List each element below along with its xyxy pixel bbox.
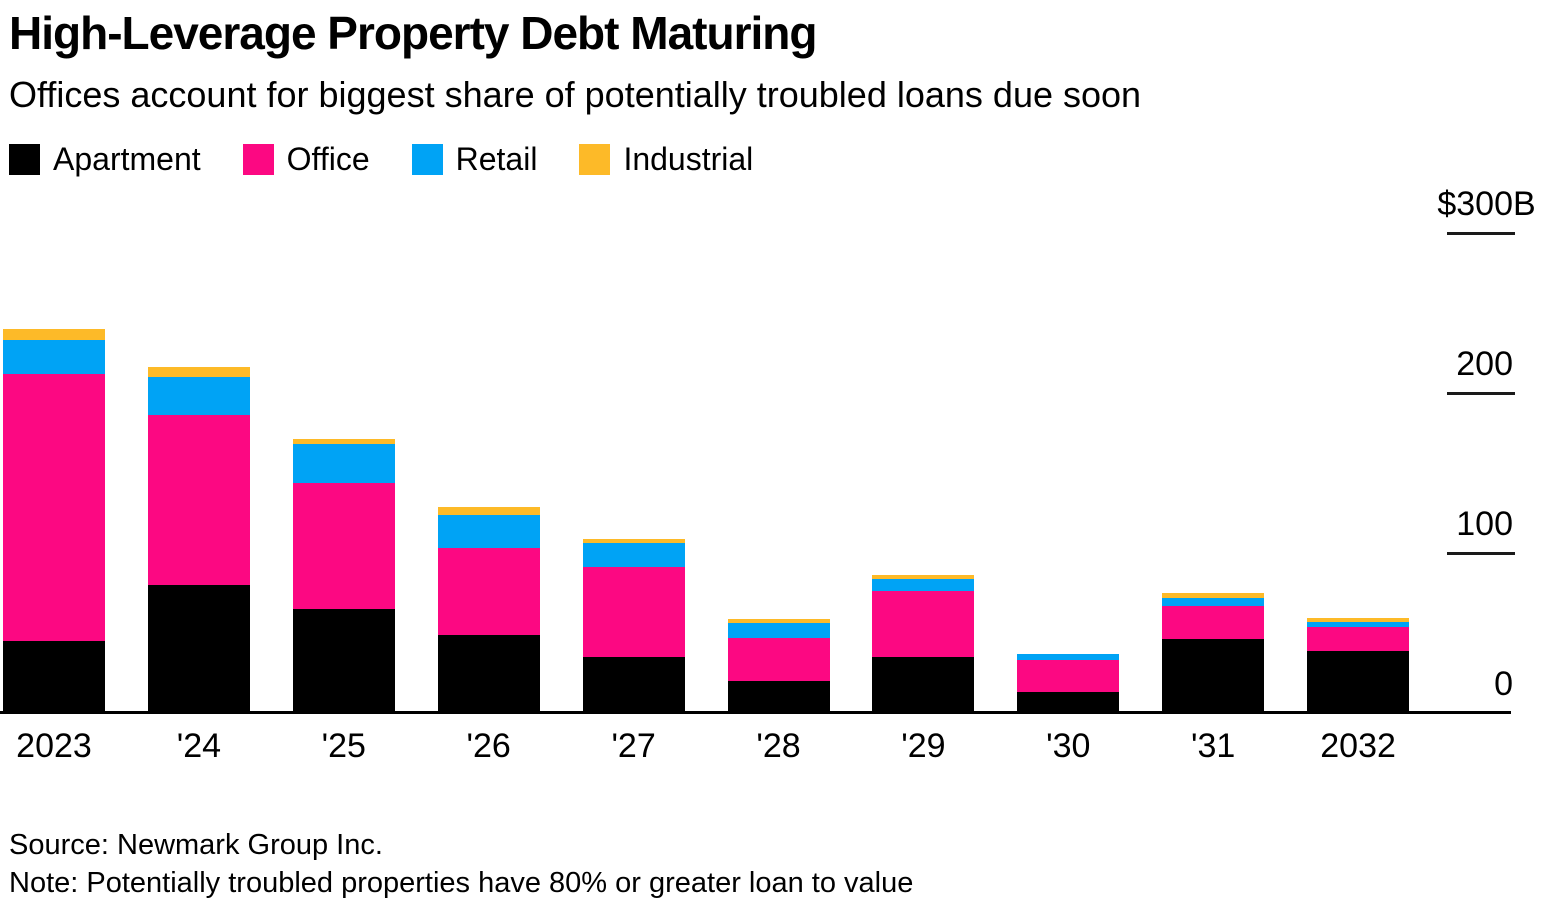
bar-segment-retail-31 (1162, 597, 1265, 606)
bar-segment-retail-25 (292, 444, 395, 483)
bar-segment-industrial-25 (292, 439, 395, 445)
bar-segment-office-2032 (1307, 626, 1410, 651)
bar-segment-retail-24 (147, 377, 250, 416)
bar-segment-retail-26 (437, 514, 540, 549)
bar-segment-retail-30 (1017, 653, 1120, 661)
bar-segment-industrial-31 (1162, 593, 1265, 598)
bar-segment-industrial-24 (147, 367, 250, 377)
bar-segment-apartment-2032 (1307, 650, 1410, 713)
bar-segment-apartment-24 (147, 585, 250, 713)
legend-label-apartment: Apartment (53, 141, 201, 177)
bar-segment-retail-29 (872, 578, 975, 592)
note-text: Note: Potentially troubled properties ha… (9, 867, 914, 899)
bar-segment-apartment-30 (1017, 692, 1120, 713)
legend-label-retail: Retail (455, 141, 538, 177)
bar-segment-apartment-28 (727, 681, 830, 713)
bar-segment-office-24 (147, 415, 250, 585)
legend-item-apartment: Apartment (9, 141, 201, 178)
chart-subtitle: Offices account for biggest share of pot… (9, 74, 1142, 115)
legend-swatch-retail (411, 144, 443, 175)
bar-segment-retail-27 (582, 543, 685, 568)
bar-segment-office-28 (727, 637, 830, 681)
source-text: Source: Newmark Group Inc. (9, 829, 383, 861)
x-axis-label-30: '30 (1046, 727, 1091, 765)
bar-segment-apartment-25 (292, 609, 395, 713)
y-axis-label-100: 100 (1456, 505, 1513, 543)
bar-segment-retail-2032 (1307, 621, 1410, 627)
x-axis-label-2032: 2032 (1320, 727, 1396, 765)
x-axis-label-26: '26 (466, 727, 511, 765)
footer: Source: Newmark Group Inc. Note: Potenti… (9, 826, 913, 902)
x-axis-label-29: '29 (901, 727, 946, 765)
legend-swatch-apartment (9, 144, 40, 175)
x-axis-label-28: '28 (756, 727, 801, 765)
y-axis-tick-100 (1447, 551, 1515, 555)
bar-segment-office-25 (292, 482, 395, 609)
bar-segment-office-30 (1017, 660, 1120, 693)
legend: Apartment Office Retail Industrial (9, 141, 753, 178)
legend-item-industrial: Industrial (579, 141, 753, 178)
chart-title: High-Leverage Property Debt Maturing (9, 7, 817, 59)
y-axis-tick-200 (1447, 391, 1515, 395)
bar-segment-apartment-31 (1162, 639, 1265, 713)
x-axis-label-2023: 2023 (16, 727, 92, 765)
x-axis-label-27: '27 (611, 727, 656, 765)
y-axis-unit-suffix: B (1513, 185, 1536, 223)
legend-swatch-office (242, 144, 274, 175)
bar-segment-industrial-26 (437, 506, 540, 515)
bar-segment-retail-28 (727, 623, 830, 638)
x-axis-label-25: '25 (321, 727, 366, 765)
bar-segment-retail-2023 (3, 340, 105, 374)
legend-item-office: Office (242, 141, 370, 178)
bar-segment-office-26 (437, 548, 540, 635)
y-axis-label-200: 200 (1456, 345, 1513, 383)
bar-segment-industrial-2032 (1307, 617, 1410, 622)
bar-segment-office-31 (1162, 605, 1265, 640)
bar-segment-office-2023 (3, 373, 105, 641)
x-axis-label-31: '31 (1191, 727, 1236, 765)
y-axis-label-300: $300 B (1437, 185, 1536, 223)
bar-segment-industrial-29 (872, 575, 975, 579)
bar-segment-apartment-27 (582, 657, 685, 713)
bar-segment-industrial-27 (582, 538, 685, 544)
legend-swatch-industrial (579, 144, 611, 175)
legend-item-retail: Retail (411, 141, 538, 178)
bar-segment-apartment-2023 (3, 641, 105, 713)
y-axis-label-0: 0 (1494, 665, 1513, 703)
bar-segment-office-27 (582, 567, 685, 657)
bar-segment-apartment-26 (437, 634, 540, 713)
legend-label-industrial: Industrial (623, 141, 754, 177)
bar-segment-apartment-29 (872, 657, 975, 713)
bar-segment-office-29 (872, 591, 975, 657)
x-axis-label-24: '24 (176, 727, 222, 765)
legend-label-office: Office (286, 141, 370, 177)
bar-segment-industrial-28 (727, 619, 830, 624)
y-axis-tick-300 (1447, 231, 1515, 235)
bar-segment-industrial-2023 (3, 329, 105, 341)
